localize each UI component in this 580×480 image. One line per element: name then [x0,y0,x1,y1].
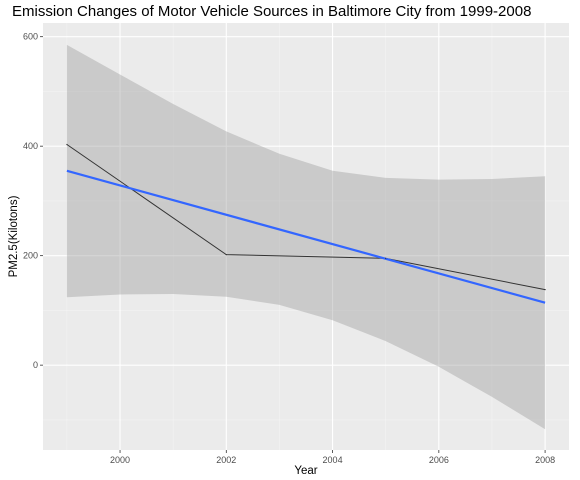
observed-point [385,257,387,259]
fit-series-line [66,169,546,304]
y-tick-label: 600 [23,32,38,42]
minor-grid [43,23,569,450]
x-tick-label: 2002 [216,455,236,465]
x-tick-label: 2004 [323,455,343,465]
x-axis-label: Year [294,465,317,477]
y-tick-label: 200 [23,251,38,261]
y-axis-label: PM2.5(Kilotons) [8,195,20,277]
observed-point [225,253,227,256]
x-tick-label: 2006 [429,455,449,465]
chart-title: Emission Changes of Motor Vehicle Source… [12,3,532,20]
observed-point [66,143,68,146]
observed-point [544,289,546,291]
y-tick-label: 400 [23,141,38,151]
observed-points [66,143,546,291]
major-grid [43,23,569,450]
x-tick-label: 2008 [535,455,555,465]
x-tick-label: 2000 [110,455,130,465]
y-tick-label: 0 [33,360,38,370]
y-axis-ticks: 0 200 400 600 [23,32,43,370]
observed-series-line [66,144,546,291]
x-axis-ticks: 2000 2002 2004 2006 2008 [110,450,555,465]
